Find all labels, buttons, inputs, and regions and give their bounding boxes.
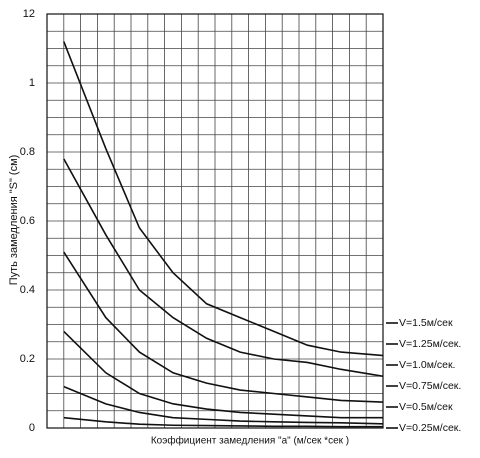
series-line — [63, 158, 384, 378]
series-line — [63, 330, 383, 419]
series-line — [63, 416, 383, 428]
plot-frame — [46, 13, 384, 429]
legend-label: V=0.5м/сек — [399, 401, 453, 413]
legend-label: V=1.5м/сек — [399, 317, 453, 329]
y-tick-label: 0.8 — [20, 146, 35, 158]
series-line — [63, 385, 384, 425]
series-line — [63, 41, 384, 357]
y-tick-label: 0.4 — [20, 284, 35, 296]
y-tick-label: 12 — [23, 8, 35, 20]
y-tick-label: 0 — [29, 422, 35, 434]
x-axis-label: Коэффициент замедления "а" (м/сек *сек ) — [151, 435, 349, 447]
legend-label: V=0.75м/сек. — [399, 380, 461, 392]
y-tick-label: 0.2 — [20, 353, 35, 365]
legend-label: V=1.0м/сек. — [399, 359, 455, 371]
y-axis-label: Путь замедления "S" (см) — [8, 155, 20, 286]
series-line — [63, 251, 384, 403]
legend-label: V=0.25м/сек. — [399, 422, 461, 434]
y-tick-label: 0.6 — [20, 215, 35, 227]
y-tick-label: 1 — [29, 77, 35, 89]
legend-label: V=1.25м/сек. — [399, 338, 461, 350]
